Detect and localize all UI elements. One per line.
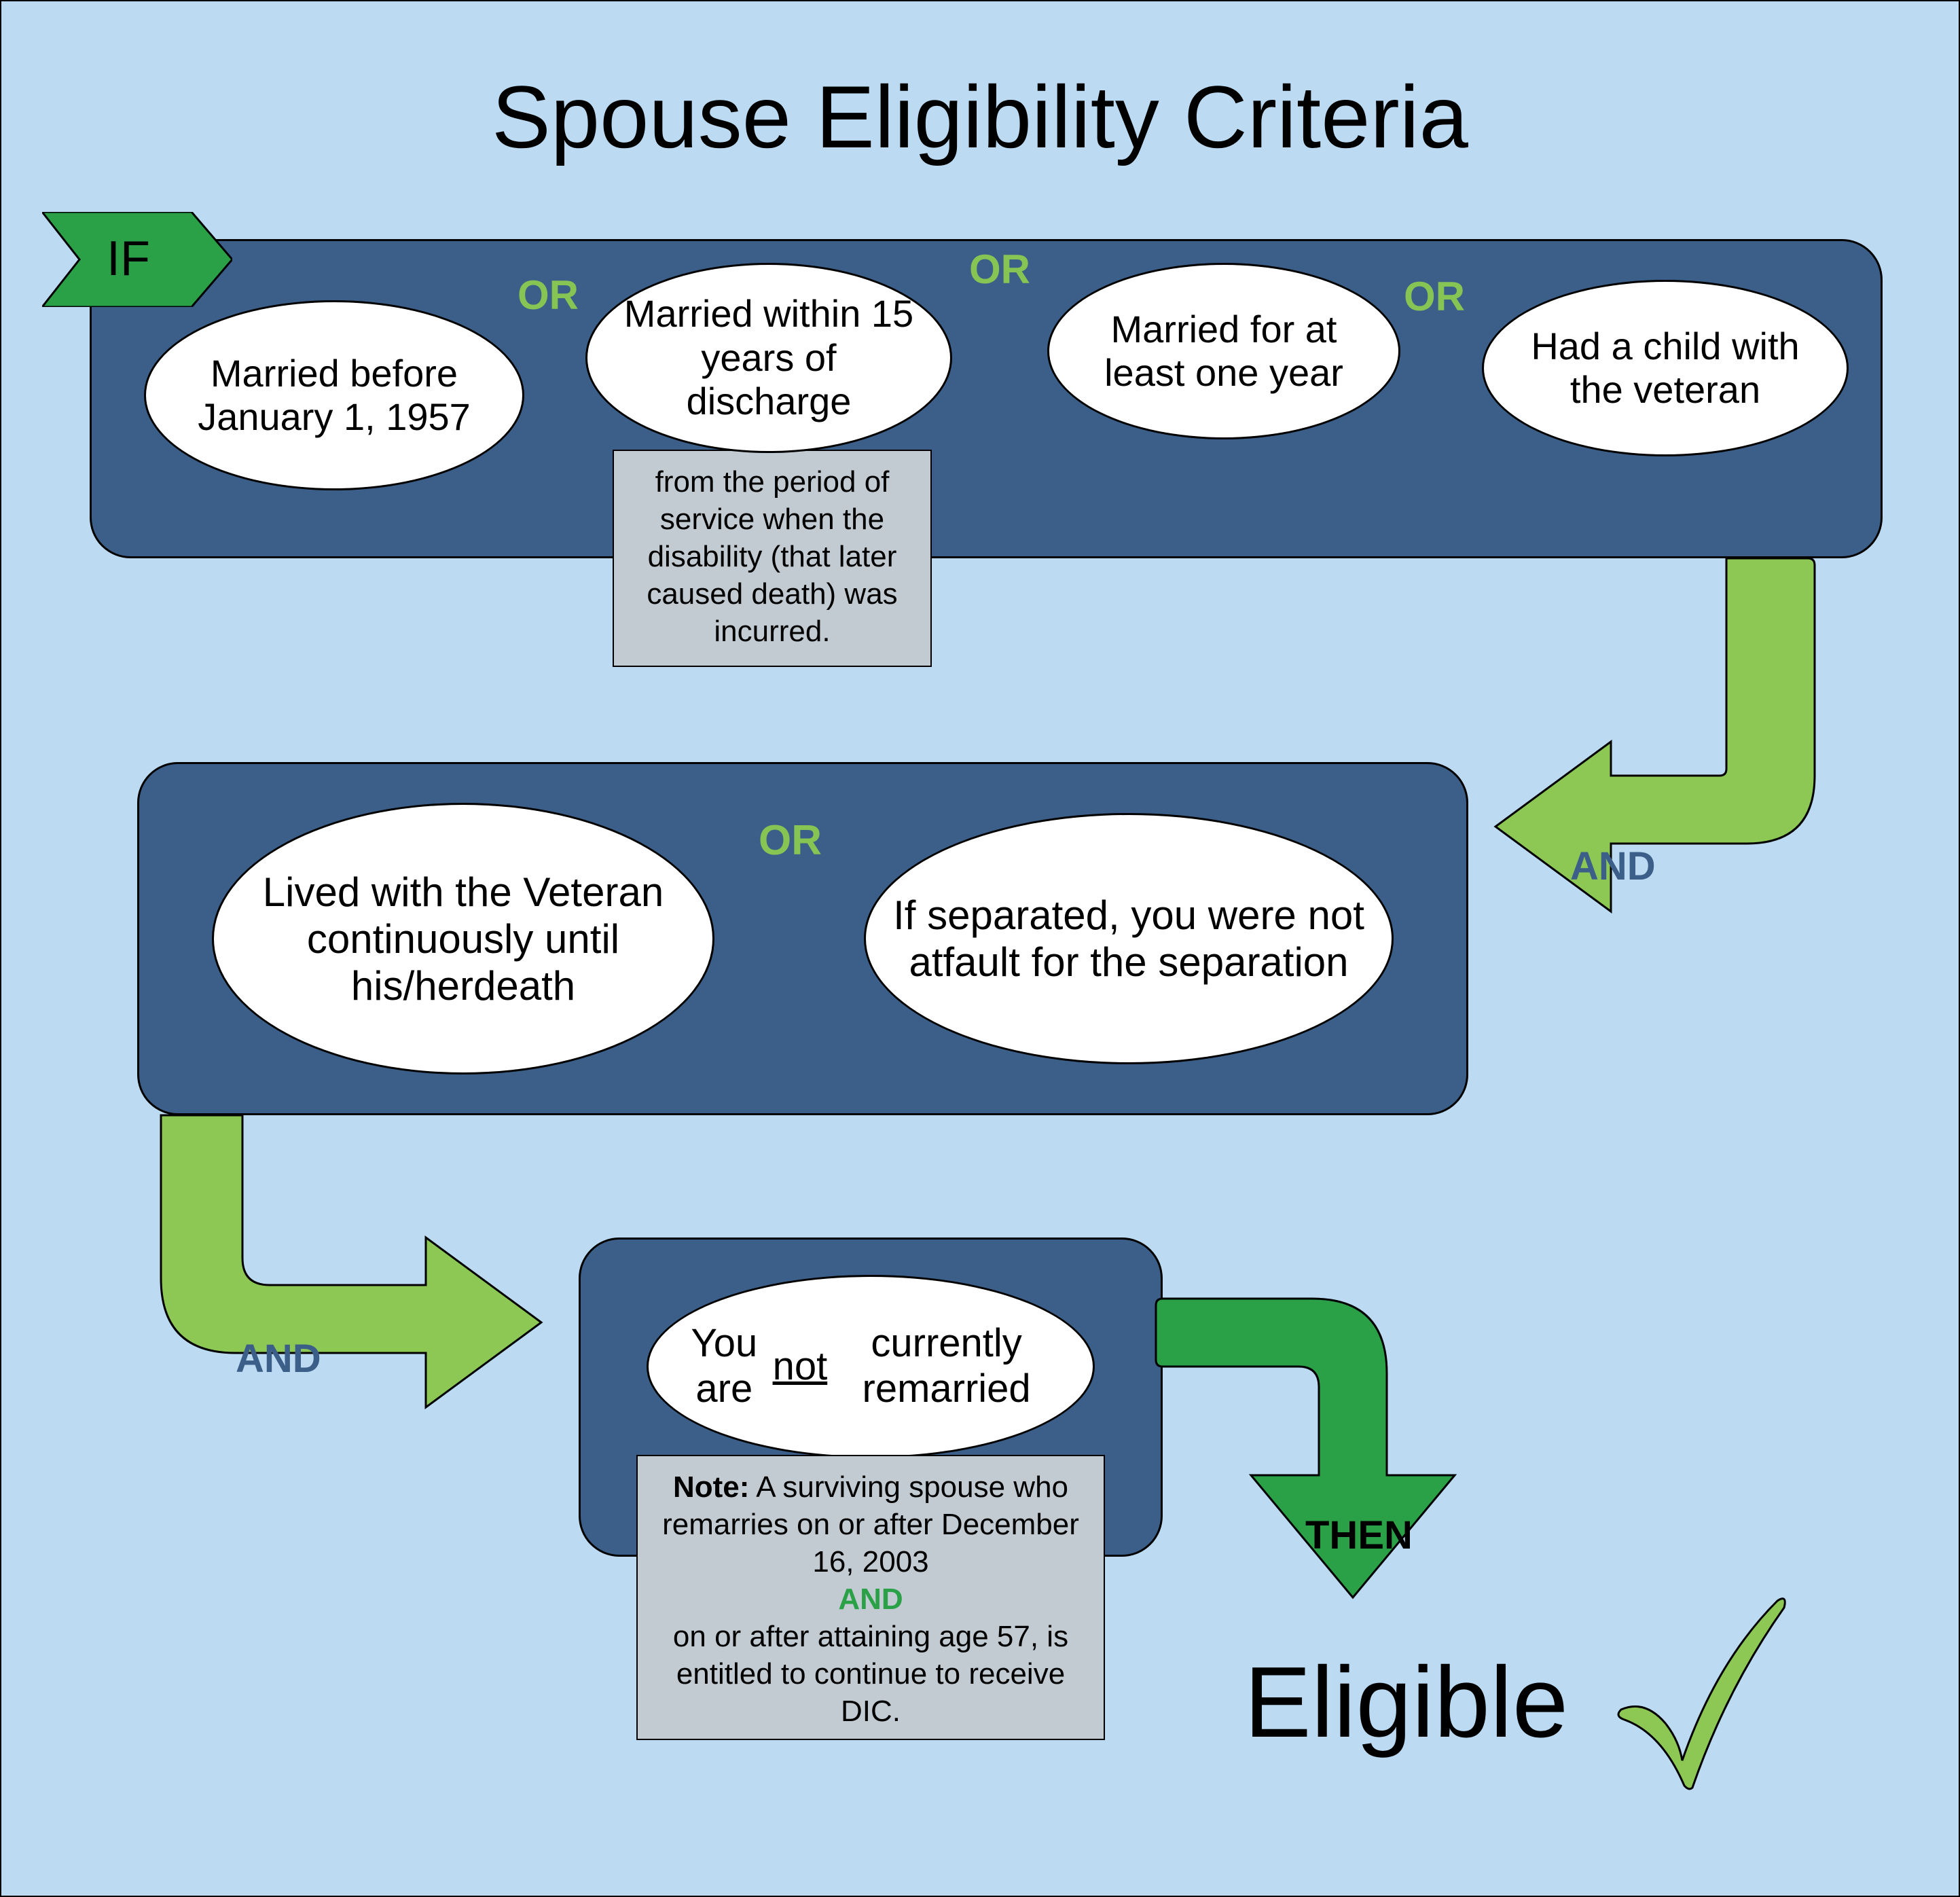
criteria-ellipse: Married within 15 years of discharge: [585, 263, 952, 453]
or-label: OR: [518, 272, 579, 319]
or-label: OR: [969, 246, 1030, 293]
checkmark-icon: [1611, 1587, 1787, 1791]
or-label: OR: [759, 816, 822, 865]
if-label: IF: [107, 231, 150, 287]
criteria-ellipse: Had a child with the veteran: [1482, 280, 1849, 456]
eligible-text: Eligible: [1244, 1645, 1568, 1760]
arrow-and-2: [154, 1115, 541, 1421]
callout-discharge: from the period of service when the disa…: [613, 450, 932, 667]
criteria-ellipse: If separated, you were not atfault for t…: [864, 813, 1394, 1064]
criteria-ellipse: Married before January 1, 1957: [144, 300, 524, 490]
and-label-1: AND: [1570, 844, 1656, 889]
or-label: OR: [1404, 273, 1465, 320]
criteria-ellipse: Lived with the Veteran continuously unti…: [212, 803, 714, 1074]
callout-note: Note: A surviving spouse who remarries o…: [636, 1455, 1105, 1740]
criteria-ellipse: Married for at least one year: [1047, 263, 1400, 439]
criteria-ellipse: You are not currently remarried: [647, 1275, 1095, 1458]
then-label: THEN: [1305, 1513, 1413, 1558]
and-label-2: AND: [236, 1336, 321, 1381]
page-title: Spouse Eligibility Criteria: [1, 66, 1959, 168]
